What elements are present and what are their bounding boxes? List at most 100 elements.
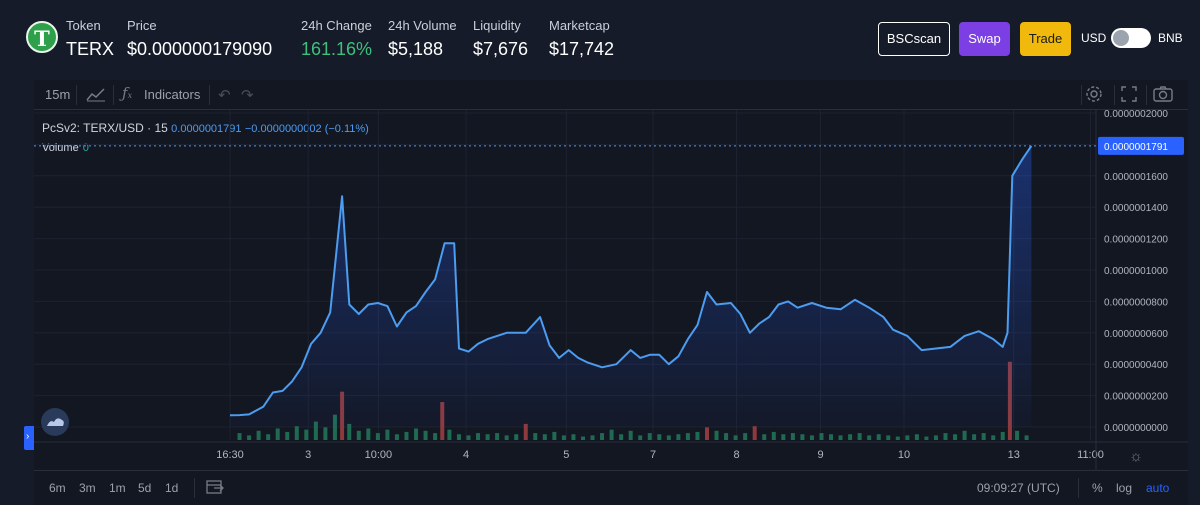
volume-bar bbox=[466, 435, 471, 440]
swap-button[interactable]: Swap bbox=[959, 22, 1010, 56]
volume-bar bbox=[504, 435, 509, 440]
x-tick-label: 10 bbox=[898, 449, 910, 461]
range-5d[interactable]: 5d bbox=[138, 481, 152, 495]
volume-bar bbox=[867, 435, 872, 440]
currency-bnb-label: BNB bbox=[1158, 31, 1183, 45]
volume-bar bbox=[953, 434, 958, 440]
volume-bar bbox=[962, 430, 967, 440]
indicators-button[interactable]: Indicators bbox=[144, 87, 201, 102]
marketcap-stat: Marketcap $17,742 bbox=[549, 18, 614, 61]
volume-bar bbox=[366, 428, 371, 440]
volume-bar bbox=[433, 433, 438, 440]
x-tick-label: 4 bbox=[463, 449, 469, 461]
volume-bar bbox=[323, 427, 328, 440]
volume-bar bbox=[800, 434, 805, 440]
volume-bar bbox=[838, 435, 843, 440]
volume-bar bbox=[580, 436, 585, 440]
price-line bbox=[229, 145, 1033, 417]
camera-icon[interactable] bbox=[1153, 86, 1173, 106]
calendar-goto-icon[interactable] bbox=[206, 479, 224, 498]
y-tick-label: 0.0000000800 bbox=[1104, 297, 1168, 308]
tradingview-logo[interactable] bbox=[41, 408, 69, 436]
volume-bar bbox=[1015, 430, 1020, 440]
current-price-badge bbox=[1098, 136, 1184, 155]
undo-icon[interactable]: ↶ bbox=[218, 87, 231, 104]
volume-bar bbox=[848, 434, 853, 440]
legend-value: 0.0000001791 bbox=[171, 123, 242, 135]
token-label: Token bbox=[66, 18, 101, 33]
currency-toggle[interactable] bbox=[1111, 28, 1151, 48]
volume-bar bbox=[781, 434, 786, 440]
volume-bar bbox=[809, 435, 814, 440]
utc-time[interactable]: 09:09:27 (UTC) bbox=[977, 481, 1060, 495]
volume-bar bbox=[356, 430, 361, 440]
volume-bar bbox=[485, 434, 490, 440]
volume-bar bbox=[705, 427, 709, 440]
volume-bar bbox=[285, 431, 290, 440]
change-value: 161.16% bbox=[301, 39, 373, 59]
range-1d[interactable]: 1d bbox=[165, 481, 179, 495]
volume-bar bbox=[857, 433, 862, 440]
marketcap-label: Marketcap bbox=[549, 18, 610, 33]
interval-selector[interactable]: 15m bbox=[45, 87, 71, 102]
bottom-divider bbox=[1078, 478, 1079, 498]
redo-icon[interactable]: ↷ bbox=[241, 87, 254, 104]
legend-pair: PcSv2: TERX/USD · 15 bbox=[42, 121, 168, 135]
log-toggle[interactable]: log bbox=[1116, 481, 1133, 495]
percent-toggle[interactable]: % bbox=[1092, 481, 1103, 495]
price-area bbox=[230, 145, 1032, 428]
y-tick-label: 0.0000002000 bbox=[1104, 110, 1168, 120]
fullscreen-icon[interactable] bbox=[1121, 86, 1137, 106]
volume-bar bbox=[304, 429, 309, 440]
price-chart[interactable]: 0.00000020000.00000018000.00000016000.00… bbox=[34, 110, 1188, 470]
volume-bar bbox=[423, 430, 428, 440]
change-label: 24h Change bbox=[301, 18, 372, 33]
x-tick-label: 13 bbox=[1008, 449, 1020, 461]
toolbar-divider bbox=[1146, 85, 1147, 105]
token-header: T Token TERX Price $0.000000179090 24h C… bbox=[0, 0, 1200, 72]
liquidity-stat: Liquidity $7,676 bbox=[473, 18, 528, 61]
volume-bar bbox=[676, 434, 681, 440]
volume-bar bbox=[829, 434, 834, 440]
sidebar-expand-tab[interactable]: › bbox=[24, 426, 34, 450]
volume-bar bbox=[266, 434, 271, 440]
volume-bar bbox=[771, 431, 776, 440]
candles-icon[interactable] bbox=[86, 86, 106, 106]
token-logo-letter: T bbox=[34, 26, 50, 51]
volume-bar bbox=[476, 433, 481, 440]
gear-icon[interactable] bbox=[1085, 85, 1103, 107]
volume-bar bbox=[247, 435, 252, 440]
volume-legend: Volume 0 bbox=[42, 142, 89, 154]
volume-bar bbox=[914, 434, 919, 440]
volume-bar bbox=[609, 429, 614, 440]
range-3m[interactable]: 3m bbox=[79, 481, 96, 495]
volume-bar bbox=[533, 433, 538, 440]
volume-bar bbox=[743, 433, 748, 440]
chart-panel: 15m ƒx Indicators ↶ ↷ PcSv2: TERX/USD · … bbox=[34, 80, 1188, 505]
x-tick-label: 16:30 bbox=[216, 449, 244, 461]
volume-bar bbox=[237, 433, 242, 440]
toolbar-divider bbox=[1081, 85, 1082, 105]
volume-bar bbox=[752, 426, 757, 440]
bottom-divider bbox=[194, 478, 195, 498]
range-6m[interactable]: 6m bbox=[49, 481, 66, 495]
chevron-right-icon: › bbox=[26, 431, 30, 442]
fx-icon[interactable]: ƒx bbox=[122, 84, 133, 102]
range-1m[interactable]: 1m bbox=[109, 481, 126, 495]
volume-bar bbox=[414, 428, 419, 440]
auto-toggle[interactable]: auto bbox=[1146, 481, 1170, 495]
y-tick-label: 0.0000001200 bbox=[1104, 235, 1168, 246]
volume-bar bbox=[347, 423, 352, 440]
trade-button[interactable]: Trade bbox=[1020, 22, 1071, 56]
toolbar-divider bbox=[1114, 85, 1115, 105]
volume-bar bbox=[495, 433, 500, 440]
x-tick-label: 7 bbox=[650, 449, 656, 461]
token-symbol: TERX bbox=[66, 39, 115, 59]
bscscan-button[interactable]: BSCscan bbox=[878, 22, 950, 56]
volume-bar bbox=[905, 435, 910, 440]
x-tick-label: 8 bbox=[734, 449, 740, 461]
toolbar-divider bbox=[76, 85, 77, 105]
y-tick-label: 0.0000000600 bbox=[1104, 329, 1168, 340]
volume-bar bbox=[790, 433, 795, 440]
current-price-label: 0.0000001791 bbox=[1104, 142, 1168, 153]
